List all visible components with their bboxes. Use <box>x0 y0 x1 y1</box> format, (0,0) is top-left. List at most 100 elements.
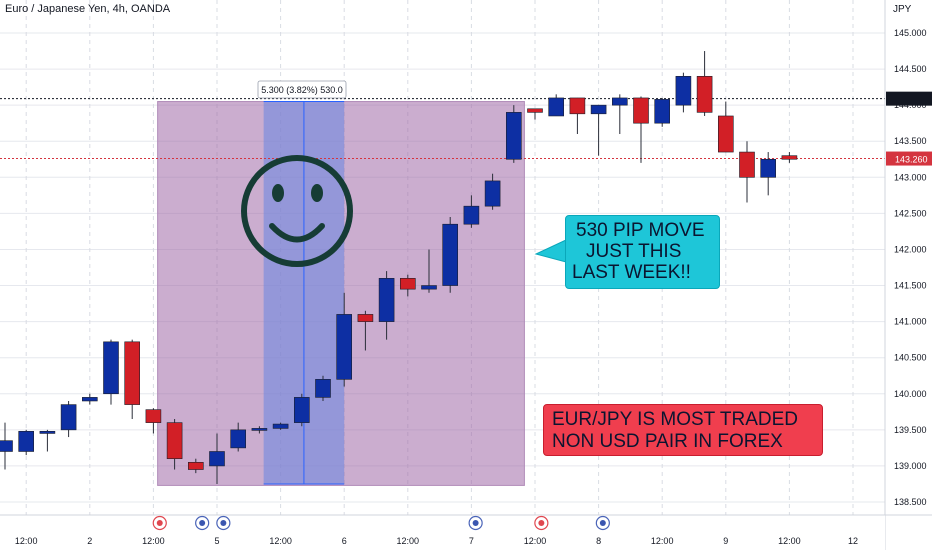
event-dot <box>199 520 206 526</box>
range-boxes <box>157 101 525 486</box>
candle <box>230 422 246 452</box>
candle-body <box>188 462 204 470</box>
face-outline <box>241 155 353 267</box>
candle <box>60 400 77 438</box>
blue-event-icon[interactable] <box>595 515 610 531</box>
price-tick-label: 141.000 <box>894 317 927 327</box>
candle-body <box>336 314 353 380</box>
candle <box>272 422 289 430</box>
candle-body <box>442 223 459 286</box>
price-tick-label: 139.500 <box>894 425 927 435</box>
candle <box>145 408 162 434</box>
candle-body <box>484 180 501 207</box>
candle-body <box>654 99 671 124</box>
measure-label-box <box>257 80 347 99</box>
pip-move-callout[interactable]: 530 PIP MOVE JUST THIS LAST WEEK!! <box>565 215 720 289</box>
candle-body <box>230 429 246 449</box>
candle-body <box>781 155 798 160</box>
candle <box>18 429 35 456</box>
current-price-badge <box>886 151 932 166</box>
candle <box>463 195 480 228</box>
candle-body <box>569 97 586 115</box>
candle <box>484 173 501 210</box>
red-event-icon[interactable] <box>534 515 549 531</box>
candle <box>82 393 98 405</box>
time-tick-label: 12:00 <box>15 536 38 546</box>
candle-body <box>357 314 374 322</box>
symbol-title: Euro / Japanese Yen, 4h, OANDA <box>5 3 171 15</box>
event-dot <box>599 520 606 526</box>
candle-body <box>293 397 310 423</box>
candle <box>505 105 522 163</box>
candle <box>103 339 119 405</box>
callout-line: NON USD PAIR IN FOREX <box>552 431 783 452</box>
candle-body <box>145 409 162 423</box>
candle <box>696 51 713 116</box>
candle <box>209 433 225 484</box>
callout-line: 530 PIP MOVE <box>576 220 705 241</box>
measure-label-text: 5.300 (3.82%) 530.0 <box>261 85 343 95</box>
callout-pointer <box>534 239 567 263</box>
blue-event-icon[interactable] <box>468 515 483 531</box>
red-event-icon[interactable] <box>152 515 167 531</box>
current-price-badge-text: 143.260 <box>895 155 928 165</box>
callout-arrow <box>534 239 567 263</box>
time-tick-label: 2 <box>87 536 92 546</box>
candle-body <box>590 104 607 115</box>
price-lines <box>0 98 885 160</box>
face-eye <box>272 184 284 202</box>
candle-body <box>39 430 56 434</box>
candle <box>717 101 734 153</box>
candle-body <box>124 341 140 405</box>
candle <box>399 274 416 297</box>
candle-body <box>760 158 777 178</box>
candle-series <box>0 51 798 484</box>
candle <box>39 429 56 452</box>
candle <box>569 97 586 135</box>
candle <box>442 216 459 293</box>
candle <box>251 426 268 434</box>
time-tick-label: 5 <box>214 536 219 546</box>
candle-body <box>103 341 119 395</box>
face-eye <box>311 184 323 202</box>
time-tick-label: 12 <box>848 536 858 546</box>
price-tick-label: 140.500 <box>894 353 927 363</box>
candle <box>378 271 395 340</box>
face-smile <box>269 223 325 243</box>
time-tick-label: 12:00 <box>142 536 165 546</box>
candle-body <box>717 115 734 153</box>
candle <box>633 96 649 163</box>
price-tick-label: 140.000 <box>894 389 927 399</box>
event-markers <box>152 515 610 531</box>
candle-body <box>60 404 77 431</box>
candle <box>357 310 374 351</box>
price-axis: 145.000144.500144.000143.500143.000142.5… <box>884 0 932 550</box>
time-tick-label: 12:00 <box>397 536 420 546</box>
candle-body <box>82 397 98 402</box>
candle <box>188 458 204 474</box>
time-axis-bg <box>0 515 885 550</box>
currency-label: JPY <box>893 4 912 15</box>
time-tick-label: 12:00 <box>778 536 801 546</box>
blue-event-icon[interactable] <box>216 515 231 531</box>
candle-body <box>527 108 543 113</box>
candle <box>781 152 798 163</box>
candle <box>0 422 13 470</box>
candle <box>548 94 565 117</box>
price-tick-label: 143.500 <box>894 136 927 146</box>
candle-body <box>378 278 395 322</box>
candle-body <box>463 205 480 225</box>
price-tick-label: 143.000 <box>894 172 927 182</box>
candle <box>527 108 543 120</box>
candle <box>611 94 628 135</box>
candle-body <box>633 97 649 124</box>
candle-body <box>0 440 13 452</box>
event-dot <box>538 520 545 526</box>
blue-event-icon[interactable] <box>195 515 210 531</box>
candle <box>293 393 310 427</box>
pair-callout[interactable]: EUR/JPY IS MOST TRADED NON USD PAIR IN F… <box>543 404 823 456</box>
candle <box>336 292 353 387</box>
candle <box>421 249 437 293</box>
candle-body <box>696 75 713 113</box>
